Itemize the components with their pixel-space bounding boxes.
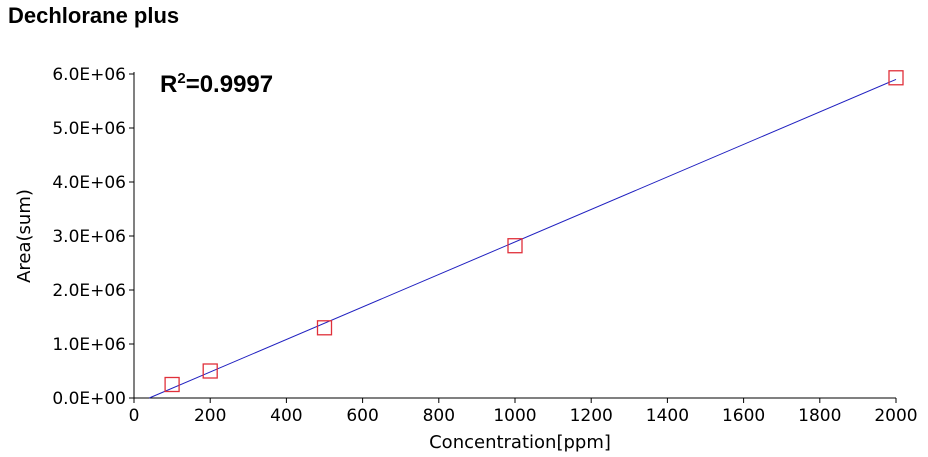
y-tick-label: 3.0E+06 [52, 227, 126, 247]
data-point [164, 376, 180, 393]
data-point [202, 363, 218, 379]
x-axis-label: Concentration[ppm] [429, 432, 611, 453]
r-squared-value: =0.9997 [186, 71, 273, 98]
y-tick-label: 6.0E+06 [52, 65, 126, 85]
r-squared-superscript: 2 [177, 70, 185, 87]
data-point [507, 238, 523, 254]
data-point [888, 70, 904, 86]
x-tick-label: 0 [129, 406, 140, 426]
y-tick-label: 1.0E+06 [52, 335, 126, 355]
x-tick-label: 1000 [493, 406, 536, 426]
x-tick-label: 600 [346, 406, 378, 426]
y-tick-label: 4.0E+06 [52, 173, 126, 193]
r-squared-annotation: R2=0.9997 [160, 70, 273, 98]
y-tick-label: 2.0E+06 [52, 281, 126, 301]
x-tick-label: 1400 [646, 406, 689, 426]
y-tick-label: 5.0E+06 [52, 119, 126, 139]
x-tick-label: 2000 [874, 406, 917, 426]
x-tick-label: 1200 [570, 406, 613, 426]
r-squared-prefix: R [160, 71, 177, 98]
x-tick-label: 200 [194, 406, 226, 426]
x-tick-label: 1800 [798, 406, 841, 426]
x-tick-label: 1600 [722, 406, 765, 426]
y-tick-label: 0.0E+00 [52, 389, 126, 409]
data-point [316, 320, 333, 336]
x-tick-label: 800 [423, 406, 455, 426]
y-axis-label: Area(sum) [14, 189, 35, 283]
x-tick-label: 400 [270, 406, 302, 426]
chart-title: Dechlorane plus [8, 3, 180, 28]
